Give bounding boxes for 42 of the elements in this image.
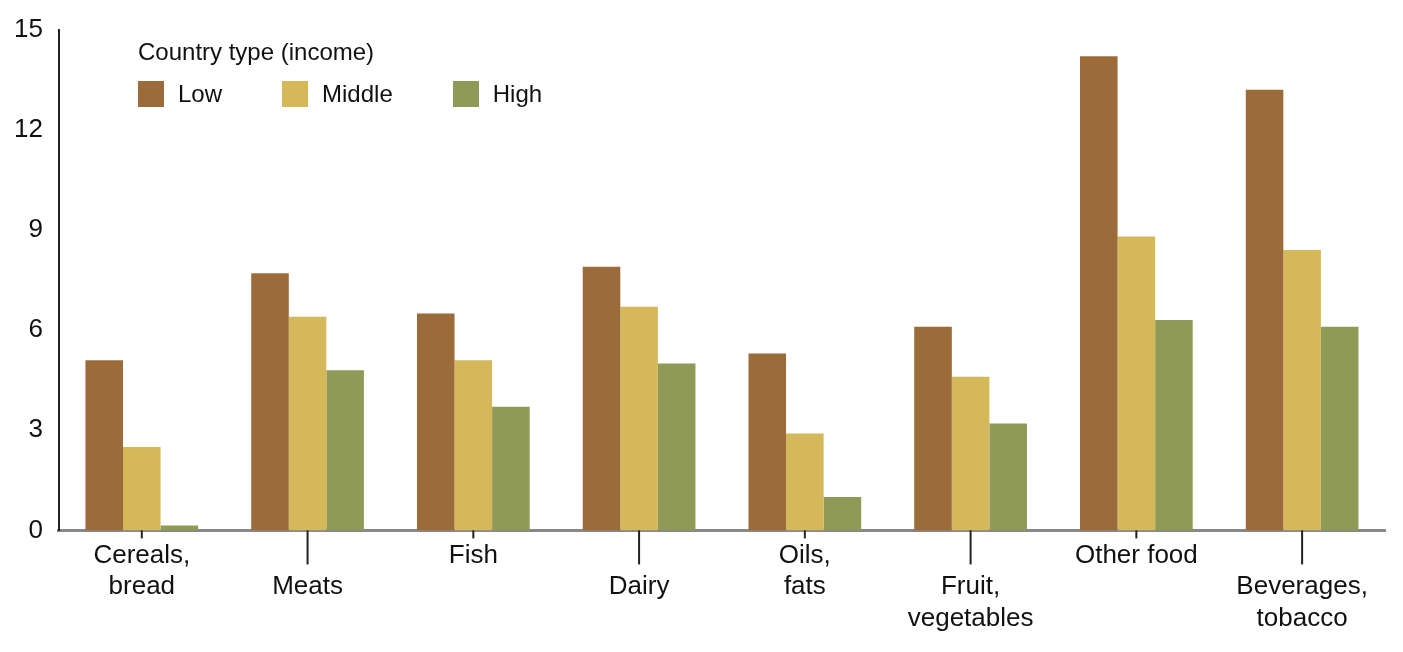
- x-tick-label: Beverages, tobacco: [1236, 570, 1368, 632]
- x-tick-label: Dairy: [608, 570, 670, 601]
- x-tick-label: Cereals, bread: [93, 539, 191, 601]
- bar: [251, 273, 289, 531]
- x-tick-label: Meats: [272, 570, 343, 601]
- x-tick-label: Other food: [1074, 539, 1198, 570]
- bar: [951, 376, 990, 531]
- bar: [989, 423, 1027, 531]
- bar: [657, 363, 696, 531]
- bar: [123, 446, 161, 531]
- legend-label: High: [492, 80, 543, 108]
- bar: [582, 266, 621, 531]
- y-tick-label: 3: [28, 413, 43, 444]
- y-tick-label: 0: [28, 513, 43, 544]
- bar: [1320, 326, 1359, 531]
- x-tick-label: Fish: [448, 539, 498, 570]
- x-tick-label: Oils, fats: [778, 539, 831, 601]
- bar: [454, 360, 493, 531]
- bar: [160, 525, 199, 531]
- legend-title: Country type (income): [138, 38, 376, 66]
- y-tick-label: 15: [14, 12, 43, 43]
- bar: [914, 326, 952, 531]
- bar: [492, 406, 530, 531]
- y-tick-label: 9: [28, 213, 43, 244]
- y-tick-label: 12: [14, 112, 43, 143]
- bar: [326, 370, 364, 531]
- legend-label: Middle: [322, 80, 393, 108]
- bar: [1080, 56, 1118, 531]
- bar: [1155, 320, 1193, 531]
- bar: [620, 306, 658, 531]
- x-tick-label: Fruit, vegetables: [907, 570, 1034, 632]
- bar: [1117, 236, 1156, 531]
- bar: [1245, 89, 1284, 531]
- bar: [288, 316, 327, 531]
- y-tick-label: 6: [28, 313, 43, 344]
- bar: [748, 353, 787, 531]
- bar: [786, 433, 824, 531]
- bar: [823, 497, 862, 531]
- bar: [416, 313, 455, 531]
- bar: [1283, 249, 1321, 531]
- bar: [85, 360, 124, 531]
- legend-label: Low: [178, 80, 223, 108]
